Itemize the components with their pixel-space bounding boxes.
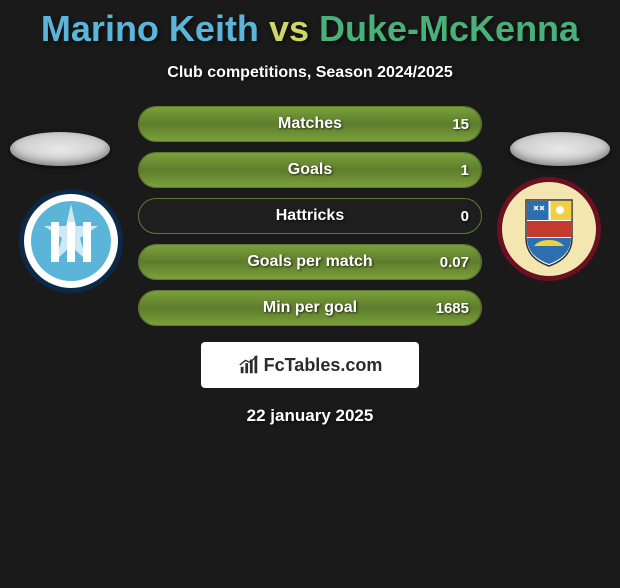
- comparison-title: Marino Keith vs Duke-McKenna: [0, 8, 620, 50]
- player1-name: Marino Keith: [41, 8, 259, 49]
- stat-value-right: 1685: [436, 300, 469, 317]
- stat-row: Hattricks0: [138, 198, 482, 234]
- stat-label: Matches: [139, 115, 481, 133]
- opponent-crest-icon: [496, 176, 602, 282]
- chart-icon: [238, 354, 260, 376]
- badge-oval-left: [10, 132, 110, 166]
- stat-value-right: 0: [461, 208, 469, 225]
- player2-name: Duke-McKenna: [319, 8, 579, 49]
- stat-label: Goals per match: [139, 253, 481, 271]
- brand-box[interactable]: FcTables.com: [201, 342, 419, 388]
- stat-row: Goals per match0.07: [138, 244, 482, 280]
- vs-text: vs: [269, 8, 309, 49]
- club-crest-left: [18, 188, 124, 294]
- stat-row: Min per goal1685: [138, 290, 482, 326]
- club-crest-right: [496, 176, 602, 282]
- badge-oval-right: [510, 132, 610, 166]
- stat-value-right: 0.07: [440, 254, 469, 271]
- brand-label: FcTables.com: [264, 355, 383, 376]
- stat-label: Hattricks: [139, 207, 481, 225]
- stat-label: Goals: [139, 161, 481, 179]
- stats-panel: Matches15 Goals1 Hattricks0 Goals per match…: [138, 106, 482, 326]
- stat-value-right: 1: [461, 162, 469, 179]
- stat-label: Min per goal: [139, 299, 481, 317]
- stat-row: Matches15: [138, 106, 482, 142]
- colchester-crest-icon: [18, 188, 124, 294]
- stat-row: Goals1: [138, 152, 482, 188]
- date-label: 22 january 2025: [0, 406, 620, 426]
- subtitle: Club competitions, Season 2024/2025: [0, 64, 620, 82]
- stat-value-right: 15: [452, 116, 469, 133]
